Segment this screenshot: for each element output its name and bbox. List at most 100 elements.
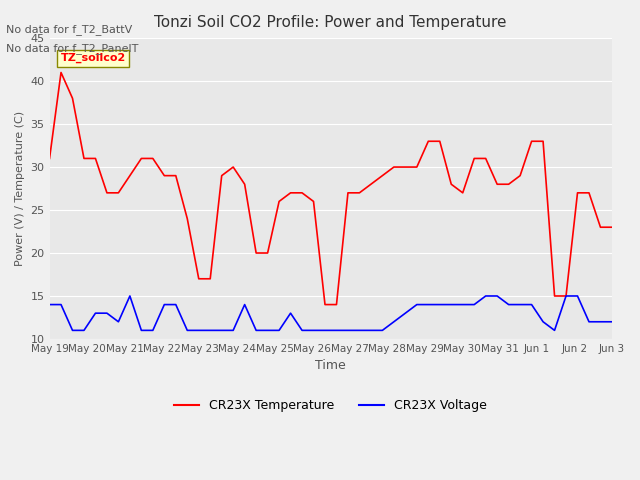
CR23X Temperature: [401, 164, 409, 170]
CR23X Temperature: [436, 138, 444, 144]
CR23X Temperature: [92, 156, 99, 161]
CR23X Temperature: [413, 164, 420, 170]
CR23X Voltage: [310, 327, 317, 333]
CR23X Voltage: [562, 293, 570, 299]
CR23X Voltage: [401, 310, 409, 316]
CR23X Temperature: [333, 302, 340, 308]
CR23X Voltage: [585, 319, 593, 324]
CR23X Voltage: [596, 319, 604, 324]
CR23X Voltage: [390, 319, 397, 324]
CR23X Temperature: [195, 276, 203, 282]
CR23X Voltage: [356, 327, 364, 333]
CR23X Temperature: [344, 190, 352, 196]
CR23X Voltage: [206, 327, 214, 333]
CR23X Voltage: [103, 310, 111, 316]
CR23X Voltage: [92, 310, 99, 316]
CR23X Voltage: [138, 327, 145, 333]
CR23X Temperature: [252, 250, 260, 256]
CR23X Temperature: [367, 181, 375, 187]
CR23X Temperature: [287, 190, 294, 196]
Legend: CR23X Temperature, CR23X Voltage: CR23X Temperature, CR23X Voltage: [169, 394, 492, 417]
CR23X Voltage: [321, 327, 329, 333]
Title: Tonzi Soil CO2 Profile: Power and Temperature: Tonzi Soil CO2 Profile: Power and Temper…: [154, 15, 507, 30]
CR23X Temperature: [218, 173, 225, 179]
CR23X Temperature: [149, 156, 157, 161]
CR23X Voltage: [298, 327, 306, 333]
Line: CR23X Temperature: CR23X Temperature: [49, 72, 612, 305]
CR23X Voltage: [264, 327, 271, 333]
CR23X Voltage: [493, 293, 501, 299]
CR23X Temperature: [596, 224, 604, 230]
Line: CR23X Voltage: CR23X Voltage: [49, 296, 612, 330]
CR23X Voltage: [57, 302, 65, 308]
CR23X Temperature: [356, 190, 364, 196]
CR23X Voltage: [195, 327, 203, 333]
CR23X Voltage: [528, 302, 536, 308]
CR23X Temperature: [161, 173, 168, 179]
CR23X Voltage: [540, 319, 547, 324]
CR23X Voltage: [218, 327, 225, 333]
CR23X Voltage: [45, 302, 53, 308]
CR23X Voltage: [68, 327, 76, 333]
CR23X Temperature: [115, 190, 122, 196]
CR23X Voltage: [161, 302, 168, 308]
CR23X Voltage: [126, 293, 134, 299]
CR23X Temperature: [505, 181, 513, 187]
CR23X Temperature: [103, 190, 111, 196]
CR23X Voltage: [344, 327, 352, 333]
CR23X Temperature: [378, 173, 386, 179]
CR23X Temperature: [275, 199, 283, 204]
CR23X Voltage: [172, 302, 180, 308]
CR23X Temperature: [68, 96, 76, 101]
CR23X Voltage: [367, 327, 375, 333]
CR23X Voltage: [241, 302, 248, 308]
CR23X Temperature: [138, 156, 145, 161]
CR23X Temperature: [126, 173, 134, 179]
CR23X Voltage: [516, 302, 524, 308]
CR23X Temperature: [57, 70, 65, 75]
CR23X Temperature: [585, 190, 593, 196]
CR23X Voltage: [459, 302, 467, 308]
CR23X Voltage: [149, 327, 157, 333]
CR23X Voltage: [287, 310, 294, 316]
CR23X Temperature: [264, 250, 271, 256]
CR23X Voltage: [424, 302, 432, 308]
CR23X Voltage: [505, 302, 513, 308]
CR23X Voltage: [115, 319, 122, 324]
Text: No data for f_T2_BattV: No data for f_T2_BattV: [6, 24, 132, 35]
CR23X Temperature: [447, 181, 455, 187]
CR23X Voltage: [333, 327, 340, 333]
CR23X Temperature: [184, 216, 191, 221]
CR23X Voltage: [275, 327, 283, 333]
CR23X Temperature: [459, 190, 467, 196]
CR23X Voltage: [436, 302, 444, 308]
CR23X Temperature: [310, 199, 317, 204]
CR23X Temperature: [516, 173, 524, 179]
CR23X Voltage: [378, 327, 386, 333]
CR23X Temperature: [241, 181, 248, 187]
Text: TZ_soilco2: TZ_soilco2: [61, 53, 126, 63]
CR23X Temperature: [206, 276, 214, 282]
CR23X Temperature: [80, 156, 88, 161]
CR23X Voltage: [229, 327, 237, 333]
CR23X Temperature: [608, 224, 616, 230]
CR23X Voltage: [184, 327, 191, 333]
CR23X Voltage: [447, 302, 455, 308]
CR23X Voltage: [252, 327, 260, 333]
CR23X Temperature: [298, 190, 306, 196]
CR23X Temperature: [470, 156, 478, 161]
CR23X Voltage: [608, 319, 616, 324]
Text: No data for f_T2_PanelT: No data for f_T2_PanelT: [6, 43, 139, 54]
CR23X Temperature: [390, 164, 397, 170]
CR23X Temperature: [573, 190, 581, 196]
CR23X Temperature: [482, 156, 490, 161]
CR23X Voltage: [482, 293, 490, 299]
CR23X Temperature: [45, 156, 53, 161]
CR23X Temperature: [562, 293, 570, 299]
CR23X Temperature: [550, 293, 558, 299]
CR23X Temperature: [528, 138, 536, 144]
CR23X Temperature: [493, 181, 501, 187]
CR23X Temperature: [321, 302, 329, 308]
CR23X Voltage: [573, 293, 581, 299]
CR23X Temperature: [229, 164, 237, 170]
